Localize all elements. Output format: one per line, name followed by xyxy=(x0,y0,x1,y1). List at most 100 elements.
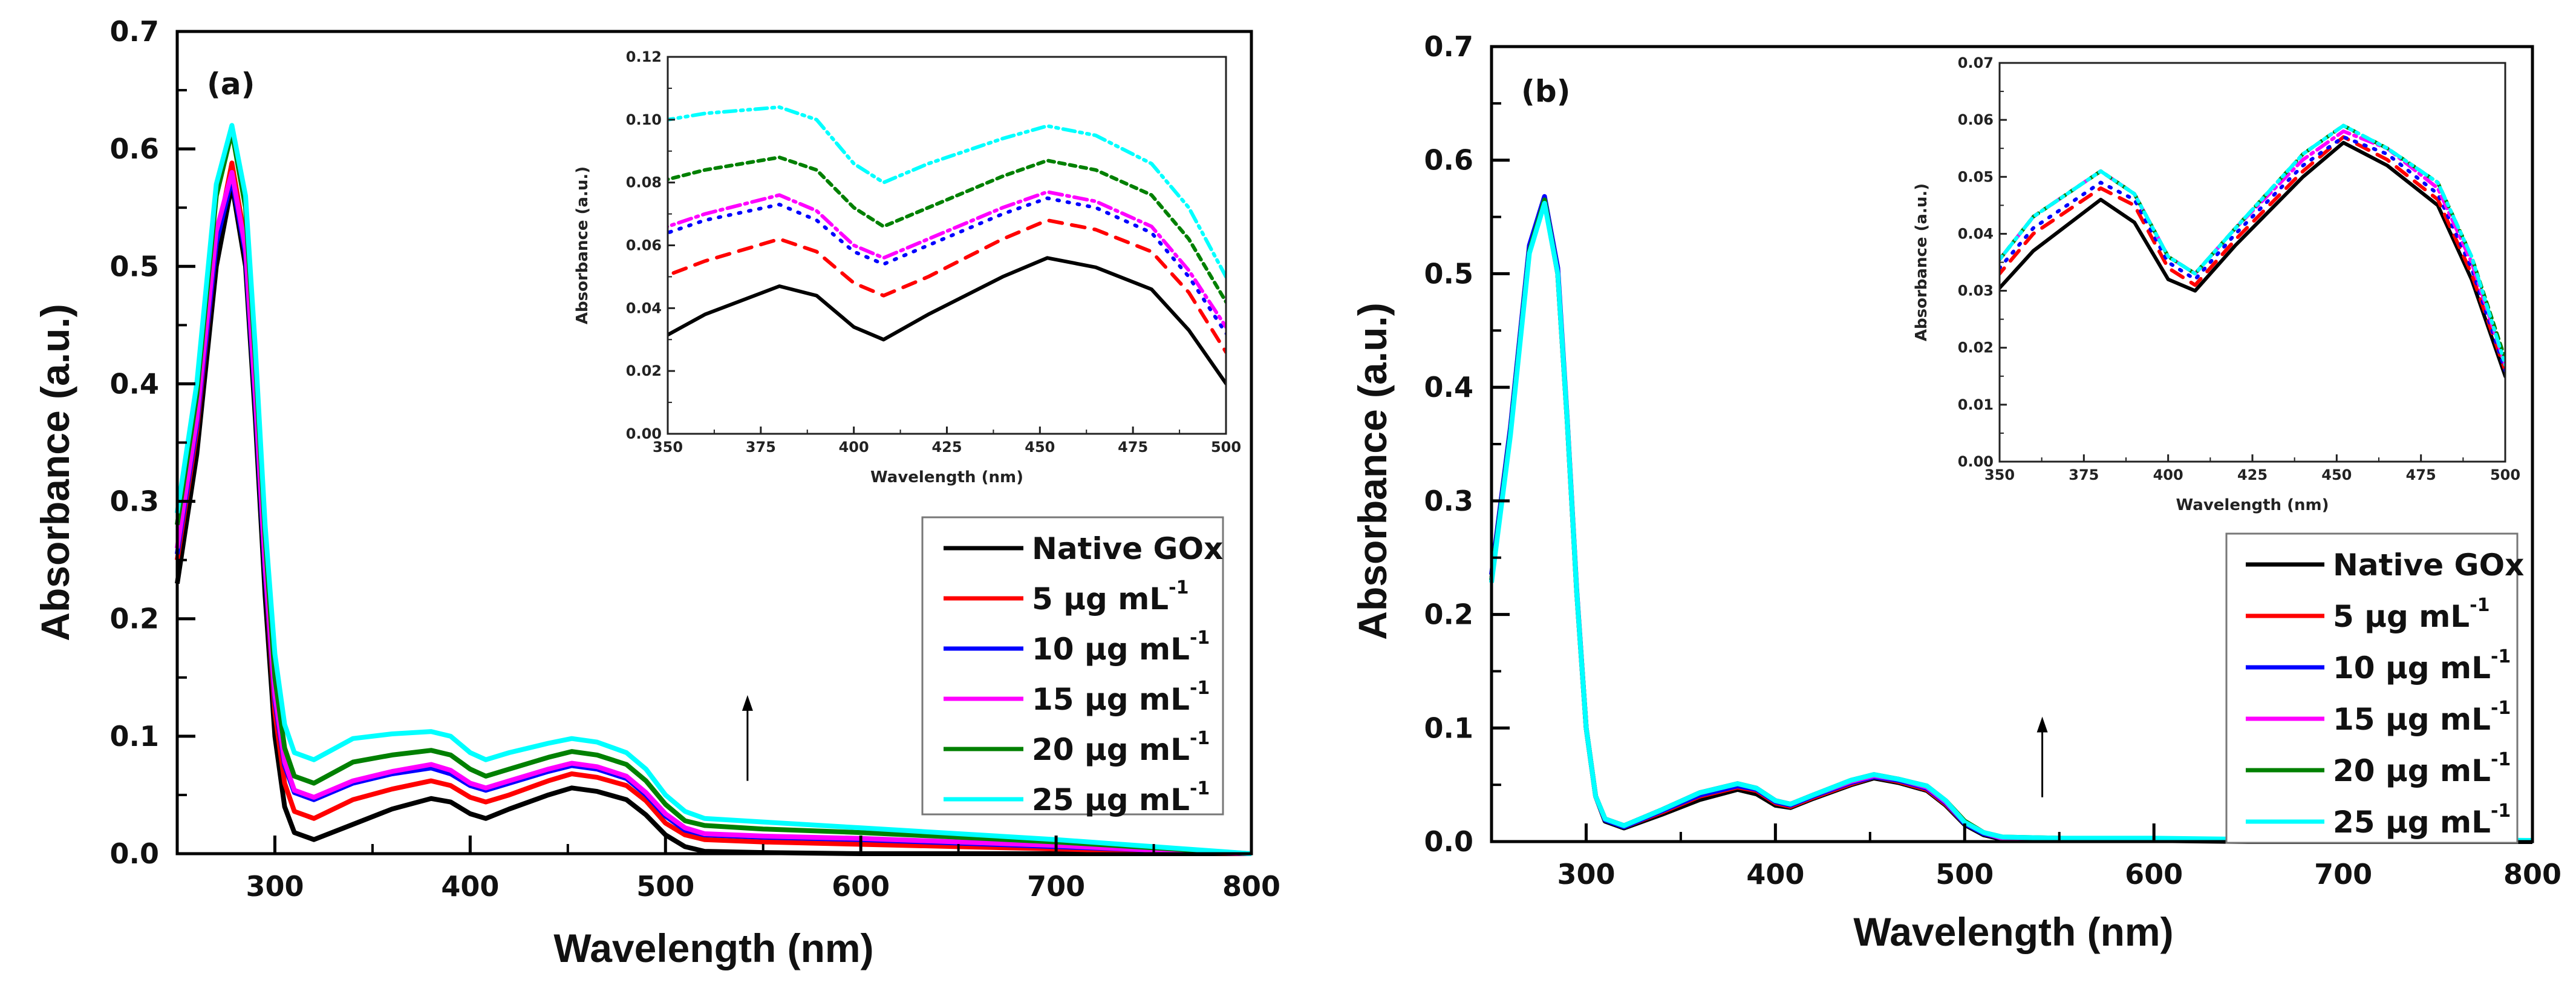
legend-label-superscript: -1 xyxy=(1190,778,1210,799)
panel-b: 0.0 0.1 0.2 0.3 0.4 0.5 0.6 0.7 300 400 500 600 700 8… xyxy=(1350,30,2561,954)
legend-label-superscript: -1 xyxy=(1190,678,1210,699)
inset-x-tick-label: 375 xyxy=(2069,466,2099,483)
y-tick-label: 0.3 xyxy=(1424,485,1474,517)
legend-label-superscript: -1 xyxy=(2491,800,2511,822)
inset-y-tick-label: 0.00 xyxy=(1958,453,1994,470)
x-tick-label: 600 xyxy=(2125,858,2183,891)
y-tick-label: 0.2 xyxy=(110,603,160,635)
main-series xyxy=(1489,194,2533,844)
inset-x-tick-label: 425 xyxy=(2237,466,2268,483)
y-tick-label: 0.6 xyxy=(1424,144,1474,177)
legend-label-superscript: -1 xyxy=(1190,627,1210,649)
panel-label: (b) xyxy=(1521,74,1571,109)
legend-label: 5 µg mL-1 xyxy=(1032,577,1189,617)
legend-box xyxy=(2225,532,2519,844)
panel-a: 0.0 0.1 0.2 0.3 0.4 0.5 0.6 0.7 300 400 500 600 700 8… xyxy=(33,15,1280,970)
legend-label-superscript: -1 xyxy=(2491,698,2511,719)
x-tick-label: 400 xyxy=(441,870,499,903)
inset-y-tick-label: 0.10 xyxy=(626,111,662,128)
y-tick-label: 0.5 xyxy=(110,250,160,283)
y-tick-label: 0.1 xyxy=(1424,712,1474,744)
x-axis-title: Wavelength (nm) xyxy=(1853,909,2173,954)
legend-label: 20 µg mL-1 xyxy=(2333,749,2511,788)
inset-series-line-0 xyxy=(668,256,1226,386)
legend-item: 10 µg mL-1 xyxy=(944,627,1210,667)
inset-x-tick-label: 400 xyxy=(2153,466,2183,483)
legend-label-text: 25 µg mL xyxy=(2333,805,2491,840)
legend-label-text: 5 µg mL xyxy=(2333,599,2470,634)
y-tick-label: 0.5 xyxy=(1424,257,1474,290)
y-tick-label: 0.7 xyxy=(110,15,160,48)
y-tick-label: 0.1 xyxy=(110,720,160,753)
inset-series-line-1 xyxy=(2000,135,2505,374)
y-tick-label: 0.3 xyxy=(110,485,160,518)
y-tick-label: 0.6 xyxy=(110,132,160,165)
legend-label-text: 20 µg mL xyxy=(2333,753,2491,788)
legend-label-superscript: -1 xyxy=(2491,749,2511,770)
legend-label: 5 µg mL-1 xyxy=(2333,595,2490,634)
legend-item: 25 µg mL-1 xyxy=(944,778,1210,817)
inset-y-tick-label: 0.06 xyxy=(626,237,662,254)
legend-item: 10 µg mL-1 xyxy=(2246,646,2511,685)
inset-y-tick-label: 0.04 xyxy=(1958,225,1994,242)
inset-series-line-0 xyxy=(2000,140,2505,380)
inset-x-tick-label: 475 xyxy=(1118,439,1148,456)
legend-label: 10 µg mL-1 xyxy=(2333,646,2511,685)
inset-series-line-2 xyxy=(2000,135,2505,374)
y-tick-label: 0.2 xyxy=(1424,598,1474,631)
legend-label-text: Native GOx xyxy=(1032,531,1223,566)
inset-y-tick-label: 0.08 xyxy=(626,174,662,191)
x-axis-title: Wavelength (nm) xyxy=(553,926,873,970)
legend-label: 15 µg mL-1 xyxy=(2333,698,2511,737)
x-tick-label: 300 xyxy=(1557,858,1615,891)
inset-x-tick-label: 450 xyxy=(1025,439,1055,456)
inset-x-tick-label: 500 xyxy=(1211,439,1241,456)
x-tick-label: 600 xyxy=(832,870,890,903)
inset-y-tick-label: 0.06 xyxy=(1958,111,1994,128)
legend-item: 15 µg mL-1 xyxy=(944,678,1210,717)
inset-y-tick-label: 0.03 xyxy=(1958,283,1994,299)
legend-item: 15 µg mL-1 xyxy=(2246,698,2511,737)
x-tick-label: 800 xyxy=(2503,858,2561,891)
x-tick-label: 300 xyxy=(246,870,304,903)
legend-item: Native GOx xyxy=(944,531,1223,566)
inset-plot: 0.00 0.02 0.04 0.06 0.08 0.10 0.12 350 375 400 425… xyxy=(573,48,1241,486)
inset-series-line-1 xyxy=(668,218,1226,355)
inset-series-line-3 xyxy=(668,190,1226,330)
inset-y-tick-label: 0.00 xyxy=(626,425,662,442)
y-tick-label: 0.4 xyxy=(1424,371,1474,404)
inset-series-line-3 xyxy=(2000,129,2505,368)
legend-label-text: 10 µg mL xyxy=(1032,632,1190,667)
legend-label-text: 10 µg mL xyxy=(2333,650,2491,685)
x-tick-label: 500 xyxy=(1935,858,1994,891)
legend-label-text: 15 µg mL xyxy=(2333,702,2491,737)
legend-label-text: 5 µg mL xyxy=(1032,581,1169,617)
x-tick-label: 800 xyxy=(1222,870,1280,903)
legend-label: 15 µg mL-1 xyxy=(1032,678,1210,717)
legend-label-superscript: -1 xyxy=(1190,728,1210,749)
inset-y-tick-label: 0.04 xyxy=(626,299,662,316)
inset-y-tick-label: 0.02 xyxy=(1958,339,1994,356)
inset-series xyxy=(668,105,1226,386)
increase-arrow-icon xyxy=(742,695,753,781)
y-tick-label: 0.0 xyxy=(110,837,160,870)
series-line-5 xyxy=(1489,201,2533,843)
inset-y-tick-label: 0.05 xyxy=(1958,168,1994,185)
inset-series-line-5 xyxy=(668,105,1226,280)
inset-y-tick-label: 0.02 xyxy=(626,362,662,379)
inset-x-tick-label: 500 xyxy=(2490,466,2520,483)
legend-label-text: Native GOx xyxy=(2333,548,2524,583)
legend-label-text: 20 µg mL xyxy=(1032,732,1190,767)
legend-item: 20 µg mL-1 xyxy=(944,728,1210,767)
inset-y-axis-title: Absorbance (a.u.) xyxy=(573,166,592,324)
y-tick-label: 0.7 xyxy=(1424,30,1474,63)
legend-label: 25 µg mL-1 xyxy=(2333,800,2511,840)
increase-arrow-icon xyxy=(2036,716,2048,797)
inset-plot: 0.00 0.01 0.02 0.03 0.04 0.05 0.06 0.07 350 375 40… xyxy=(1912,54,2520,514)
legend-label: 25 µg mL-1 xyxy=(1032,778,1210,817)
legend-label: Native GOx xyxy=(2333,548,2524,583)
inset-y-tick-label: 0.12 xyxy=(626,48,662,65)
panel-label: (a) xyxy=(207,67,255,102)
